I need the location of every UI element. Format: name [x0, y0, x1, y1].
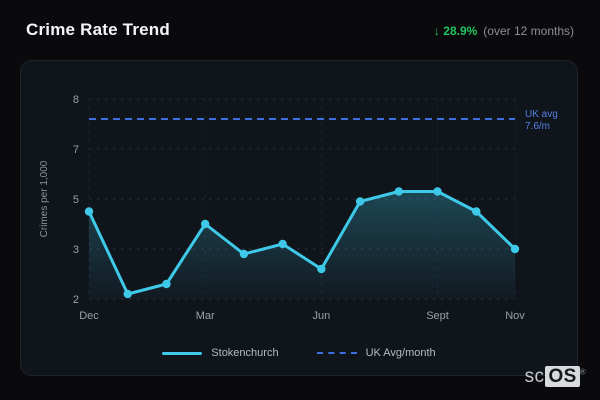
- svg-text:Crimes per 1,000: Crimes per 1,000: [39, 160, 50, 237]
- trend-indicator: ↓ 28.9%: [434, 24, 477, 38]
- svg-text:UK avg: UK avg: [525, 109, 558, 120]
- crime-dashboard: Crime Rate Trend ↓ 28.9% (over 12 months…: [0, 0, 600, 387]
- svg-text:Mar: Mar: [196, 310, 215, 322]
- page-title: Crime Rate Trend: [26, 20, 170, 39]
- chart-legend: Stokenchurch UK Avg/month: [21, 347, 577, 359]
- logo-prefix: sc: [524, 366, 545, 387]
- logo-registered-mark: ®: [579, 367, 586, 377]
- svg-text:Sept: Sept: [426, 310, 449, 322]
- svg-text:7.6/m: 7.6/m: [525, 121, 550, 132]
- trend-value: 28.9%: [443, 24, 478, 38]
- chart-card: 8 7 5 3 2 Dec Mar Jun Sept Nov Crimes per 1,000 UK …: [20, 60, 578, 376]
- logo-os-box: OS: [545, 366, 580, 387]
- svg-text:Nov: Nov: [505, 310, 525, 322]
- avg-line-swatch: [316, 352, 357, 354]
- svg-text:Jun: Jun: [312, 310, 330, 322]
- svg-text:2: 2: [73, 294, 79, 306]
- legend-item-uk-avg[interactable]: UK Avg/month: [316, 347, 436, 359]
- scos-logo: sc OS ®: [525, 366, 586, 388]
- trend-period: (over 12 months): [483, 24, 574, 38]
- svg-text:8: 8: [73, 94, 79, 106]
- trend-summary: ↓ 28.9% (over 12 months): [434, 24, 574, 38]
- svg-text:3: 3: [73, 244, 79, 256]
- svg-text:5: 5: [73, 194, 79, 206]
- legend-item-stokenchurch[interactable]: Stokenchurch: [162, 347, 279, 359]
- arrow-down-icon: ↓: [433, 24, 440, 38]
- series-line-swatch: [162, 351, 203, 355]
- legend-label-stokenchurch: Stokenchurch: [211, 347, 279, 359]
- legend-label-uk-avg: UK Avg/month: [365, 347, 436, 359]
- svg-text:Dec: Dec: [79, 310, 99, 322]
- svg-text:7: 7: [73, 144, 79, 156]
- header: Crime Rate Trend ↓ 28.9% (over 12 months…: [0, 0, 600, 40]
